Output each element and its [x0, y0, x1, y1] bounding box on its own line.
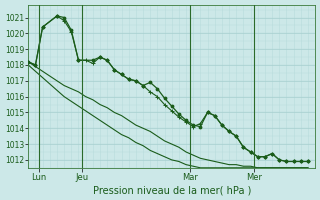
X-axis label: Pression niveau de la mer( hPa ): Pression niveau de la mer( hPa )	[92, 185, 251, 195]
